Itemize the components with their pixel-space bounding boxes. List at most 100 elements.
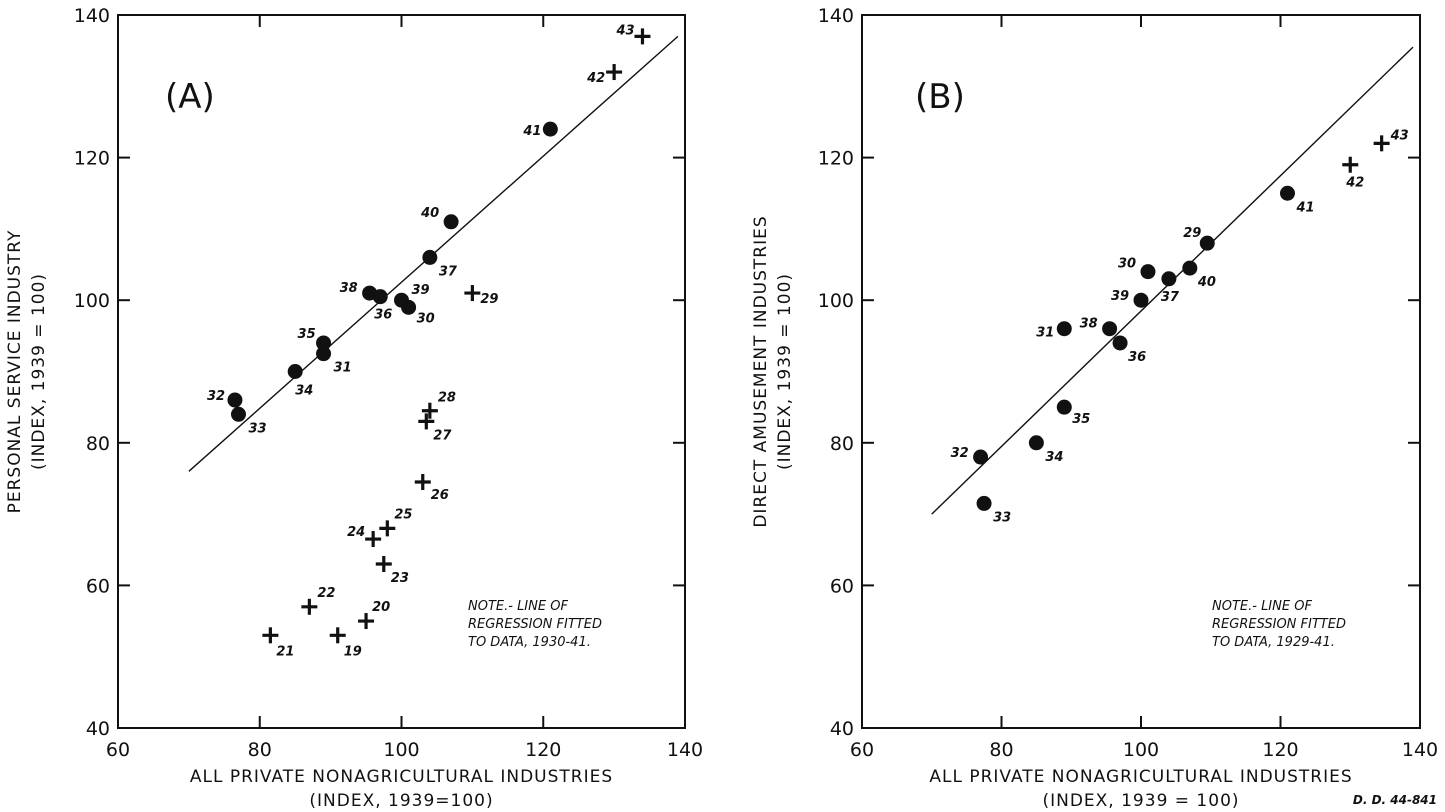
data-point-label: 34 <box>295 384 313 399</box>
data-point-label: 30 <box>417 311 435 326</box>
data-point-dot <box>1161 271 1177 287</box>
data-point-dot <box>316 346 332 362</box>
data-point-cross <box>301 598 318 615</box>
data-point-label: 40 <box>1197 275 1216 290</box>
data-point-label: 41 <box>1295 200 1314 215</box>
data-point-cross <box>1342 156 1359 173</box>
data-point-label: 37 <box>439 264 458 279</box>
x-tick-label: 140 <box>667 739 703 761</box>
data-point-dot <box>422 249 438 265</box>
y-axis-title: DIRECT AMUSEMENT INDUSTRIES <box>751 215 771 527</box>
data-point-label: 31 <box>334 361 352 376</box>
data-point-label: 25 <box>394 507 412 522</box>
x-tick-label: 80 <box>989 739 1013 761</box>
data-point-dot <box>1182 260 1198 276</box>
data-point-dot <box>287 364 303 379</box>
data-point-dot <box>1028 435 1044 451</box>
data-point-dot <box>230 406 246 422</box>
y-tick-label: 60 <box>86 575 110 597</box>
data-point-dot <box>1056 399 1072 415</box>
x-tick-label: 100 <box>1123 739 1159 761</box>
x-tick-label: 100 <box>383 739 419 761</box>
data-point-cross <box>329 627 346 644</box>
data-point-label: 43 <box>1390 128 1409 143</box>
data-point-label: 42 <box>1345 176 1364 191</box>
note-line: REGRESSION FITTED <box>468 617 602 632</box>
x-axis-subtitle: (INDEX, 1939=100) <box>309 791 493 811</box>
data-point-cross <box>606 64 623 81</box>
data-point-label: 29 <box>1183 226 1201 241</box>
x-tick-label: 60 <box>106 739 130 761</box>
data-point-label: 39 <box>1111 289 1129 304</box>
y-tick-label: 80 <box>830 433 854 455</box>
x-tick-label: 80 <box>248 739 272 761</box>
data-point-label: 32 <box>951 446 969 461</box>
y-tick-label: 120 <box>74 148 110 170</box>
data-point-label: 32 <box>207 389 225 404</box>
data-point-dot <box>1140 264 1156 280</box>
note-line: REGRESSION FITTED <box>1212 617 1346 632</box>
data-point-label: 30 <box>1118 257 1136 272</box>
data-point-dot <box>443 214 459 230</box>
data-point-cross <box>365 531 382 548</box>
data-point-label: 33 <box>248 421 266 436</box>
data-point-label: 39 <box>412 283 430 298</box>
data-point-label: 21 <box>276 644 294 659</box>
data-point-label: 36 <box>374 308 392 323</box>
data-point-cross <box>375 556 392 573</box>
data-point-label: 37 <box>1161 290 1180 305</box>
data-point-label: 34 <box>1045 450 1063 465</box>
data-point-label: 41 <box>522 124 541 139</box>
data-point-label: 20 <box>372 600 390 615</box>
y-tick-label: 100 <box>818 290 854 312</box>
data-point-dot <box>542 121 558 137</box>
y-tick-label: 40 <box>86 718 110 740</box>
data-point-label: 42 <box>586 71 605 86</box>
y-tick-label: 100 <box>74 290 110 312</box>
data-point-label: 27 <box>433 428 452 443</box>
data-point-label: 19 <box>344 644 362 659</box>
data-point-dot <box>394 292 409 308</box>
reference-code: D. D. 44-841 <box>1353 793 1437 807</box>
panel-label: (A) <box>165 77 215 117</box>
note-line: NOTE.- LINE OF <box>468 599 568 614</box>
data-point-cross <box>634 28 651 45</box>
x-tick-label: 140 <box>1402 739 1438 761</box>
data-point-cross <box>418 413 435 430</box>
data-point-dot <box>1199 235 1215 251</box>
x-tick-label: 120 <box>525 739 561 761</box>
data-point-dot <box>1133 292 1149 308</box>
x-axis-subtitle: (INDEX, 1939 = 100) <box>1042 791 1239 811</box>
data-point-label: 23 <box>391 571 409 586</box>
y-tick-label: 140 <box>818 5 854 27</box>
y-axis-title: PERSONAL SERVICE INDUSTRY <box>5 230 25 514</box>
data-point-label: 26 <box>431 488 449 503</box>
data-point-label: 35 <box>1072 412 1090 427</box>
data-point-label: 38 <box>340 281 358 296</box>
x-axis-title: ALL PRIVATE NONAGRICULTURAL INDUSTRIES <box>190 767 613 787</box>
data-point-cross <box>1373 135 1390 152</box>
y-axis-subtitle: (INDEX, 1939 = 100) <box>29 273 49 470</box>
note-line: TO DATA, 1929-41. <box>1212 635 1335 650</box>
data-point-dot <box>316 335 332 351</box>
data-point-dot <box>976 495 992 511</box>
y-tick-label: 120 <box>818 148 854 170</box>
note-line: TO DATA, 1930-41. <box>468 635 591 650</box>
data-point-dot <box>1056 321 1072 337</box>
y-tick-label: 40 <box>830 718 854 740</box>
data-point-label: 24 <box>347 525 365 540</box>
data-point-label: 31 <box>1036 326 1054 341</box>
data-point-label: 35 <box>298 327 316 342</box>
data-point-cross <box>379 520 396 537</box>
data-point-cross <box>421 402 438 419</box>
data-point-label: 36 <box>1128 350 1146 365</box>
data-point-label: 33 <box>993 510 1011 525</box>
y-tick-label: 80 <box>86 433 110 455</box>
data-point-dot <box>1102 321 1118 337</box>
data-point-dot <box>1279 185 1295 201</box>
data-point-dot <box>227 392 243 408</box>
data-point-label: 40 <box>420 206 439 221</box>
